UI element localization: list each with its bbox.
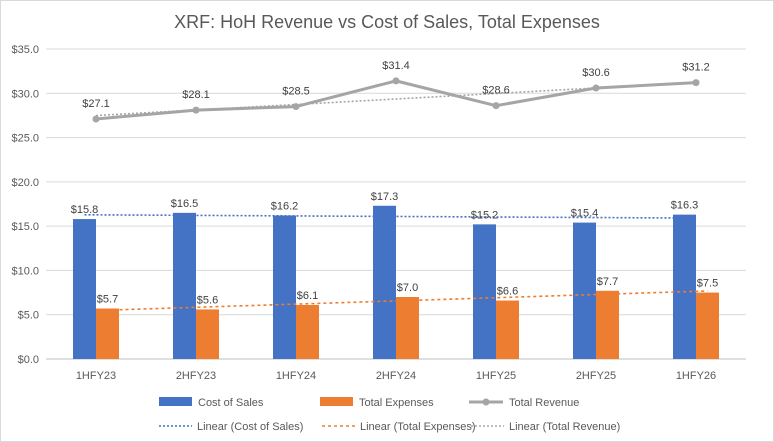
total-revenue-label: $28.5 (282, 86, 310, 98)
total-revenue-point (492, 102, 500, 110)
legend-label: Linear (Cost of Sales) (197, 421, 303, 433)
total-revenue-point (192, 106, 200, 114)
legend-swatch (320, 397, 353, 406)
total-revenue-label: $28.6 (482, 85, 510, 97)
chart-title: XRF: HoH Revenue vs Cost of Sales, Total… (174, 12, 600, 32)
cost-of-sales-label: $15.2 (471, 209, 499, 221)
total-revenue-label: $31.4 (382, 60, 410, 72)
data-labels: $15.8 $16.5 $16.2 $17.3 $15.2 $15.4 $16.3 $5.7 $… (71, 60, 718, 307)
total-revenue-point (592, 84, 600, 92)
y-tick-label: $5.0 (18, 310, 39, 322)
total-expenses-label: $6.6 (497, 286, 518, 298)
legend-label: Linear (Total Expenses) (360, 421, 476, 433)
legend-label: Total Revenue (509, 397, 579, 409)
cost-of-sales-bar (73, 219, 96, 359)
total-expenses-label: $5.6 (197, 294, 218, 306)
cost-of-sales-bar (573, 222, 596, 359)
total-expenses-bar (596, 290, 619, 359)
cost-of-sales-label: $16.5 (171, 198, 199, 210)
cost-of-sales-bar (673, 214, 696, 359)
total-expenses-label: $6.1 (297, 290, 318, 302)
y-tick-label: $0.0 (18, 354, 39, 366)
total-expenses-bar (196, 309, 219, 359)
legend: Cost of Sales Total Expenses Total Revenue… (159, 397, 620, 433)
cost-of-sales-label: $15.4 (571, 208, 599, 220)
total-revenue-label: $27.1 (82, 98, 110, 110)
total-revenue-label: $28.1 (182, 89, 210, 101)
cost-of-sales-bar (373, 205, 396, 359)
trendline (84, 213, 685, 219)
legend-swatch (159, 397, 192, 406)
x-tick-label: 2HFY23 (176, 370, 216, 382)
total-expenses-bar (696, 292, 719, 359)
total-revenue-point (92, 115, 100, 123)
legend-label: Total Expenses (359, 397, 434, 409)
y-tick-label: $25.0 (11, 133, 39, 145)
legend-marker (482, 398, 490, 406)
revenue-line (92, 77, 700, 123)
total-expenses-bar (396, 297, 419, 359)
total-expenses-bar (296, 304, 319, 359)
total-revenue-label: $31.2 (682, 62, 710, 74)
total-expenses-label: $5.7 (97, 294, 118, 306)
total-expenses-label: $7.0 (397, 282, 418, 294)
trendline (107, 290, 708, 311)
cost-of-sales-bar (273, 215, 296, 359)
total-revenue-label: $30.6 (582, 67, 610, 79)
total-revenue-point (392, 77, 400, 85)
cost-of-sales-bar (173, 212, 196, 359)
total-expenses-bar (496, 300, 519, 359)
x-axis: 1HFY23 2HFY23 1HFY24 2HFY24 1HFY25 2HFY25 1HFY… (76, 370, 716, 382)
total-revenue-point (292, 103, 300, 111)
y-tick-label: $15.0 (11, 221, 39, 233)
cost-of-sales-bar (473, 224, 496, 359)
y-tick-label: $30.0 (11, 88, 39, 100)
x-tick-label: 1HFY24 (276, 370, 316, 382)
total-expenses-label: $7.7 (597, 276, 618, 288)
total-expenses-bar (96, 308, 119, 359)
total-expenses-label: $7.5 (697, 278, 718, 290)
total-revenue-point (692, 79, 700, 87)
cost-of-sales-label: $16.3 (671, 200, 699, 212)
x-tick-label: 2HFY24 (376, 370, 416, 382)
cost-of-sales-label: $17.3 (371, 191, 399, 203)
x-tick-label: 1HFY26 (676, 370, 716, 382)
legend-label: Linear (Total Revenue) (509, 421, 620, 433)
legend-label: Cost of Sales (198, 397, 264, 409)
y-tick-label: $35.0 (11, 44, 39, 56)
y-axis: $0.0 $5.0 $10.0 $15.0 $20.0 $25.0 $30.0 $35.0 (11, 44, 39, 366)
x-tick-label: 1HFY23 (76, 370, 116, 382)
cost-of-sales-label: $16.2 (271, 201, 299, 213)
x-tick-label: 2HFY25 (576, 370, 616, 382)
cost-of-sales-label: $15.8 (71, 204, 99, 216)
bars (73, 205, 719, 359)
x-tick-label: 1HFY25 (476, 370, 516, 382)
y-tick-label: $20.0 (11, 177, 39, 189)
y-tick-label: $10.0 (11, 265, 39, 277)
